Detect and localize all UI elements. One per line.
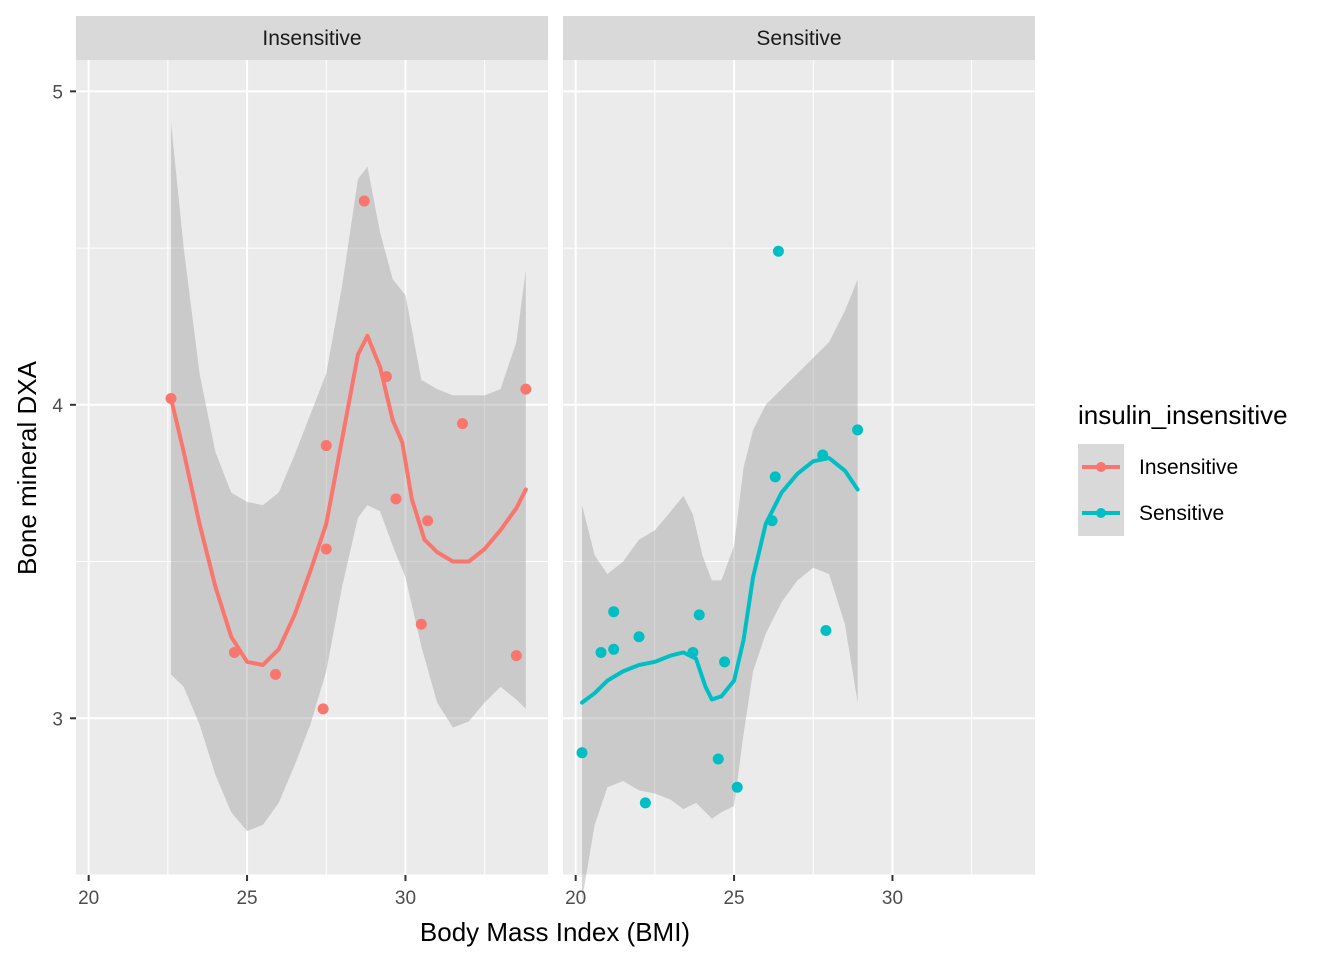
panel-sensitive: Sensitive 20 25 30 (563, 16, 1035, 909)
y-tick-label: 3 (52, 709, 63, 730)
x-tick-label: 30 (882, 888, 903, 909)
data-point (633, 631, 645, 643)
data-point (772, 245, 784, 257)
y-tick-label: 4 (52, 396, 63, 417)
legend-title: insulin_insensitive (1078, 400, 1288, 430)
grid-sensitive (563, 60, 1035, 876)
y-axis-ticks: 3 4 5 (52, 82, 76, 730)
data-point (456, 418, 468, 430)
strip-label-insensitive: Insensitive (262, 27, 361, 50)
data-point (712, 753, 724, 765)
data-point (270, 668, 282, 680)
strip-sensitive (563, 16, 1035, 60)
data-point (510, 650, 522, 662)
legend: insulin_insensitive Insensitive Sensitiv… (1078, 400, 1288, 536)
smooth-line-insensitive (169, 333, 528, 667)
data-point (731, 781, 743, 793)
data-point (820, 625, 832, 636)
panel-background-sensitive (563, 60, 1035, 875)
ribbon-sensitive (582, 279, 858, 901)
x-tick-label: 20 (78, 888, 99, 909)
y-tick-label: 5 (52, 82, 63, 103)
x-tick-label: 25 (723, 888, 744, 909)
x-axis-title: Body Mass Index (BMI) (420, 917, 690, 947)
points-insensitive (165, 195, 532, 715)
data-point (320, 440, 332, 452)
data-point (320, 543, 332, 555)
legend-point-sensitive (1096, 508, 1106, 518)
panel-background-insensitive (76, 60, 548, 875)
confidence-ribbon-insensitive (171, 122, 526, 832)
data-point (415, 618, 427, 630)
data-point (390, 493, 402, 505)
data-point (228, 646, 240, 658)
data-point (520, 383, 532, 395)
x-ticks-insensitive: 20 25 30 (78, 875, 416, 909)
panel-insensitive: Insensitive 20 25 30 (76, 16, 548, 909)
data-point (358, 195, 370, 207)
legend-point-insensitive (1096, 462, 1106, 472)
data-point (595, 646, 607, 658)
legend-label-sensitive: Sensitive (1139, 502, 1224, 525)
data-point (693, 609, 705, 621)
data-point (165, 393, 177, 405)
data-point (380, 371, 392, 383)
data-point (639, 797, 651, 809)
data-point (317, 703, 329, 715)
ribbon-insensitive (171, 122, 526, 832)
x-tick-label: 30 (395, 888, 416, 909)
y-axis-title: Bone mineral DXA (12, 360, 42, 575)
data-point (852, 424, 864, 436)
legend-label-insensitive: Insensitive (1139, 456, 1238, 479)
x-ticks-sensitive: 20 25 30 (565, 875, 903, 909)
data-point (769, 471, 781, 483)
strip-insensitive (76, 16, 548, 60)
strip-label-sensitive: Sensitive (756, 27, 841, 50)
smooth-line-insensitive (169, 333, 528, 667)
x-tick-label: 20 (565, 888, 586, 909)
smooth-line-sensitive (580, 456, 860, 705)
points-sensitive (576, 245, 864, 809)
x-tick-label: 25 (236, 888, 257, 909)
data-point (422, 515, 434, 527)
confidence-ribbon-sensitive (582, 279, 858, 901)
smooth-line-sensitive (580, 456, 860, 705)
data-point (687, 646, 699, 658)
data-point (719, 656, 731, 668)
data-point (576, 747, 588, 759)
data-point (766, 515, 778, 527)
data-point (608, 606, 620, 618)
grid-insensitive (76, 60, 548, 876)
data-point (817, 449, 829, 461)
data-point (608, 643, 620, 655)
